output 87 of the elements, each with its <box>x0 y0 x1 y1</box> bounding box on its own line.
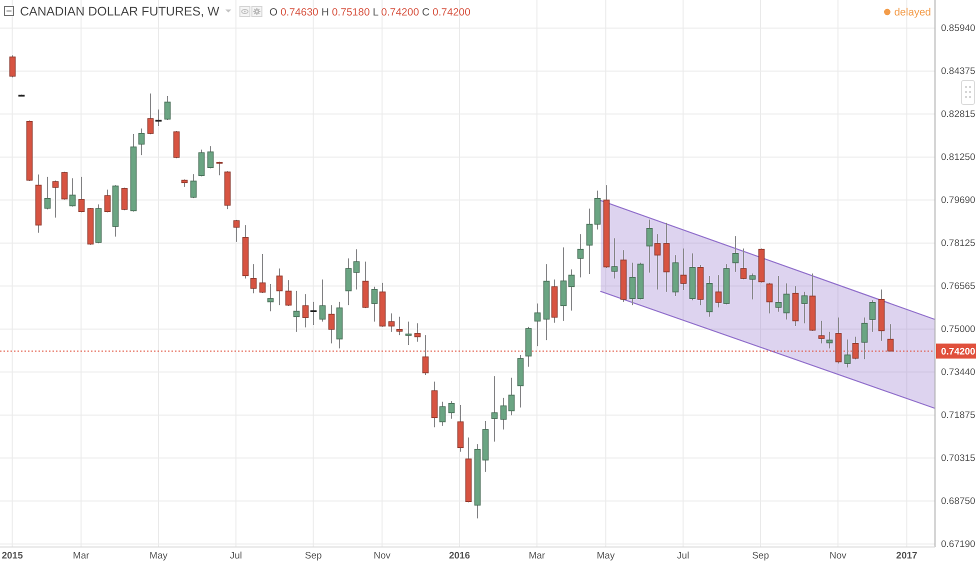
y-tick-label: 0.85940 <box>941 23 976 34</box>
annotation: O 0.74630 H 0.75180 L 0.74200 C 0.74200 <box>269 6 471 18</box>
candlestick <box>654 234 661 290</box>
y-tick-label: 0.70315 <box>941 453 976 464</box>
x-tick-label: May <box>596 550 615 562</box>
candlestick <box>328 304 335 344</box>
candlestick <box>491 376 498 442</box>
candlestick <box>500 397 507 430</box>
candlestick <box>740 248 747 280</box>
x-tick-label: 2016 <box>448 550 470 562</box>
candlestick <box>629 262 636 306</box>
x-tick-label: Sep <box>304 550 322 562</box>
candlestick <box>371 286 378 322</box>
candlestick <box>715 274 722 308</box>
y-tick-label: 0.68750 <box>941 496 976 508</box>
y-tick-label: 0.73440 <box>941 367 976 378</box>
candlestick <box>44 176 51 210</box>
candlestick <box>69 178 76 208</box>
candlestick <box>869 300 876 332</box>
candlestick <box>138 128 145 156</box>
y-tick-label: 0.71875 <box>941 410 976 422</box>
x-tick-label: Sep <box>752 550 769 562</box>
candlestick <box>775 275 782 312</box>
candlestick <box>121 187 128 211</box>
candlestick <box>207 146 214 169</box>
candlestick <box>448 400 455 420</box>
candlestick <box>164 96 171 120</box>
candlestick <box>861 317 868 360</box>
candlestick <box>233 219 240 242</box>
candlestick <box>276 268 283 306</box>
candlestick <box>611 238 618 279</box>
candlestick <box>586 208 593 275</box>
candlestick <box>405 321 412 346</box>
candlestick <box>766 282 773 314</box>
candlestick <box>198 149 205 177</box>
candlestick <box>259 253 266 294</box>
candlestick <box>250 264 257 294</box>
x-tick-label: Jul <box>677 550 690 562</box>
candlestick <box>439 401 446 426</box>
annotation: delayed <box>894 6 932 18</box>
x-tick-label: Nov <box>829 550 847 562</box>
candlestick <box>302 294 309 328</box>
x-tick-label: Jul <box>230 550 242 562</box>
candlestick <box>826 331 833 349</box>
candlestick <box>147 93 154 135</box>
candlestick <box>783 282 790 320</box>
x-tick-label: 2017 <box>896 550 918 562</box>
candlestick <box>353 248 360 290</box>
candlestick <box>396 316 403 336</box>
candlestick <box>844 339 851 368</box>
candlestick <box>190 174 197 199</box>
y-tick-label: 0.78125 <box>941 238 976 250</box>
candlestick <box>52 180 59 218</box>
candlestick <box>508 377 515 416</box>
candlestick <box>319 279 326 322</box>
y-tick-label: 0.84375 <box>941 66 976 78</box>
candlestick <box>680 248 687 291</box>
x-tick-label: Mar <box>528 550 546 562</box>
y-tick-label: 0.67190 <box>941 539 976 550</box>
y-tick-label: 0.81250 <box>941 152 976 164</box>
candlestick <box>646 219 653 274</box>
y-tick-label: 0.82815 <box>941 109 976 120</box>
candlestick <box>285 280 292 306</box>
candlestick <box>293 290 300 332</box>
candlestick <box>818 320 825 344</box>
x-tick-label: May <box>150 550 168 562</box>
candlestick <box>534 302 541 347</box>
candlestick <box>568 268 575 312</box>
candlestick <box>104 189 111 213</box>
x-tick-label: Mar <box>72 550 90 562</box>
x-tick-label: 2015 <box>2 550 24 562</box>
candlestick <box>388 312 395 332</box>
ref-line-label: 0.74200 <box>941 346 976 358</box>
candlestick <box>414 322 421 342</box>
candlestick <box>732 236 739 272</box>
y-tick-label: 0.75000 <box>941 324 976 336</box>
candlestick <box>345 258 352 306</box>
candlestick <box>9 54 16 78</box>
candlestick <box>801 291 808 324</box>
candlestick <box>310 301 317 326</box>
chart-title: CANADIAN DOLLAR FUTURES, W <box>20 4 220 18</box>
y-tick-label: 0.76565 <box>941 281 976 292</box>
y-tick-label: 0.79690 <box>941 195 976 206</box>
candlestick <box>577 234 584 278</box>
candlestick <box>78 176 85 213</box>
candlestick <box>267 283 274 312</box>
x-tick-label: Nov <box>374 550 391 562</box>
